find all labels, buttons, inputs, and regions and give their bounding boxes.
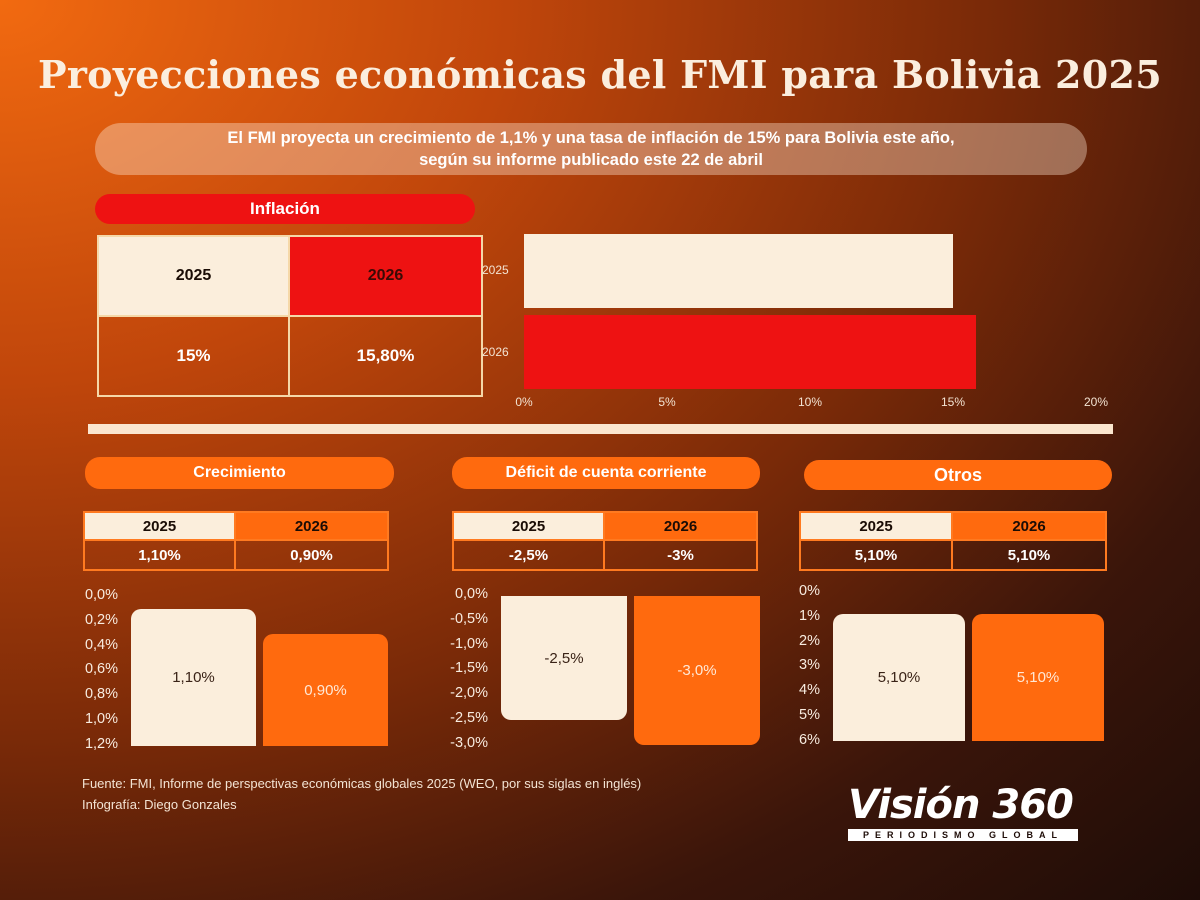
deficit-value-2026: -3% — [667, 546, 694, 564]
inflation-x-tick: 5% — [658, 395, 676, 409]
growth-y-tick: 1,2% — [84, 735, 118, 752]
credit-note: Infografía: Diego Gonzales — [82, 797, 237, 812]
subtitle-banner: El FMI proyecta un crecimiento de 1,1% y… — [95, 123, 1087, 175]
deficit-data-label: -2,5% — [544, 649, 584, 667]
deficit-data-label: -3,0% — [677, 662, 717, 679]
inflation-x-tick: 10% — [797, 395, 823, 409]
subtitle-line-2: según su informe publicado este 22 de ab… — [419, 151, 763, 169]
growth-data-label: 1,10% — [172, 669, 215, 687]
growth-y-tick: 0,6% — [84, 661, 118, 678]
subtitle-line-1: El FMI proyecta un crecimiento de 1,1% y… — [227, 129, 955, 147]
others-y-tick: 0% — [799, 583, 820, 599]
deficit-value-2025: -2,5% — [454, 541, 605, 569]
inflation-x-tick: 20% — [1083, 395, 1109, 409]
inflation-year-2026: 2026 — [290, 237, 481, 317]
others-y-tick: 1% — [799, 607, 820, 624]
inflation-value-2025: 15% — [99, 317, 290, 395]
inflation-category-2025: 2025 — [482, 263, 509, 277]
deficit-pill: Déficit de cuenta corriente — [452, 457, 760, 489]
deficit-bar-2026: -3,0% — [634, 596, 760, 745]
deficit-y-tick: -0,5% — [450, 610, 488, 627]
growth-data-label: 0,90% — [304, 681, 347, 699]
others-data-label: 5,10% — [1016, 669, 1060, 687]
growth-y-tick: 0,4% — [84, 636, 118, 653]
page-title: Proyecciones económicas del FMI para Bol… — [37, 52, 1163, 97]
growth-y-tick: 0,0% — [84, 587, 118, 603]
logo-wordmark: Visión 360 — [848, 782, 1074, 828]
growth-y-tick: 1,0% — [84, 711, 118, 727]
others-data-label: 5,10% — [877, 669, 921, 687]
deficit-year-2026: 2026 — [605, 513, 756, 541]
growth-y-tick: 0,2% — [84, 611, 118, 628]
growth-table: 2025 2026 1,10% 0,90% — [83, 511, 389, 571]
growth-y-tick: 0,8% — [84, 686, 118, 703]
others-value-2025: 5,10% — [801, 541, 953, 569]
deficit-y-tick: -2,0% — [450, 685, 488, 702]
inflation-table: 2025 2026 15% 15,80% — [97, 235, 483, 397]
growth-value-2026: 0,90% — [290, 546, 333, 564]
inflation-pill: Inflación — [95, 194, 475, 224]
others-year-2026: 2026 — [953, 513, 1105, 541]
others-year-2025: 2025 — [801, 513, 953, 541]
vision360-logo: Visión 360 PERIODISMO GLOBAL — [848, 783, 1080, 843]
others-bar-2025: 5,10% — [833, 614, 965, 741]
growth-year-2025: 2025 — [85, 513, 236, 541]
others-table: 2025 2026 5,10% 5,10% — [799, 511, 1107, 571]
growth-bar-2026: 0,90% — [263, 634, 388, 746]
inflation-category-2026: 2026 — [482, 345, 509, 359]
others-value-2026: 5,10% — [1007, 546, 1051, 564]
deficit-y-tick: -1,0% — [450, 635, 488, 652]
deficit-table: 2025 2026 -2,5% -3% — [452, 511, 758, 571]
deficit-y-tick: -1,5% — [450, 660, 488, 677]
inflation-value-2026: 15,80% — [356, 346, 415, 365]
source-note: Fuente: FMI, Informe de perspectivas eco… — [82, 776, 642, 791]
deficit-bar-2025: -2,5% — [501, 596, 627, 721]
section-divider — [88, 424, 1113, 434]
inflation-x-tick: 0% — [515, 395, 533, 409]
others-y-tick: 4% — [799, 682, 820, 699]
growth-bar-2025: 1,10% — [131, 609, 256, 746]
deficit-y-tick: 0,0% — [454, 586, 488, 602]
inflation-year-2025: 2025 — [99, 237, 290, 317]
logo-tagline: PERIODISMO GLOBAL — [848, 829, 1078, 841]
others-y-tick: 3% — [799, 657, 820, 674]
others-bar-2026: 5,10% — [972, 614, 1104, 741]
others-pill: Otros — [804, 460, 1112, 490]
deficit-year-2025: 2025 — [454, 513, 605, 541]
others-y-tick: 2% — [799, 632, 820, 649]
growth-year-2026: 2026 — [236, 513, 387, 541]
inflation-x-tick: 15% — [940, 395, 966, 409]
deficit-y-tick: -2,5% — [450, 710, 488, 726]
inflation-bar-2026 — [524, 315, 976, 389]
growth-value-2025: 1,10% — [85, 541, 236, 569]
deficit-y-tick: -3,0% — [450, 734, 488, 751]
inflation-bar-2025 — [524, 234, 953, 308]
growth-pill: Crecimiento — [85, 457, 394, 489]
others-y-tick: 5% — [799, 707, 820, 723]
others-y-tick: 6% — [799, 731, 820, 748]
